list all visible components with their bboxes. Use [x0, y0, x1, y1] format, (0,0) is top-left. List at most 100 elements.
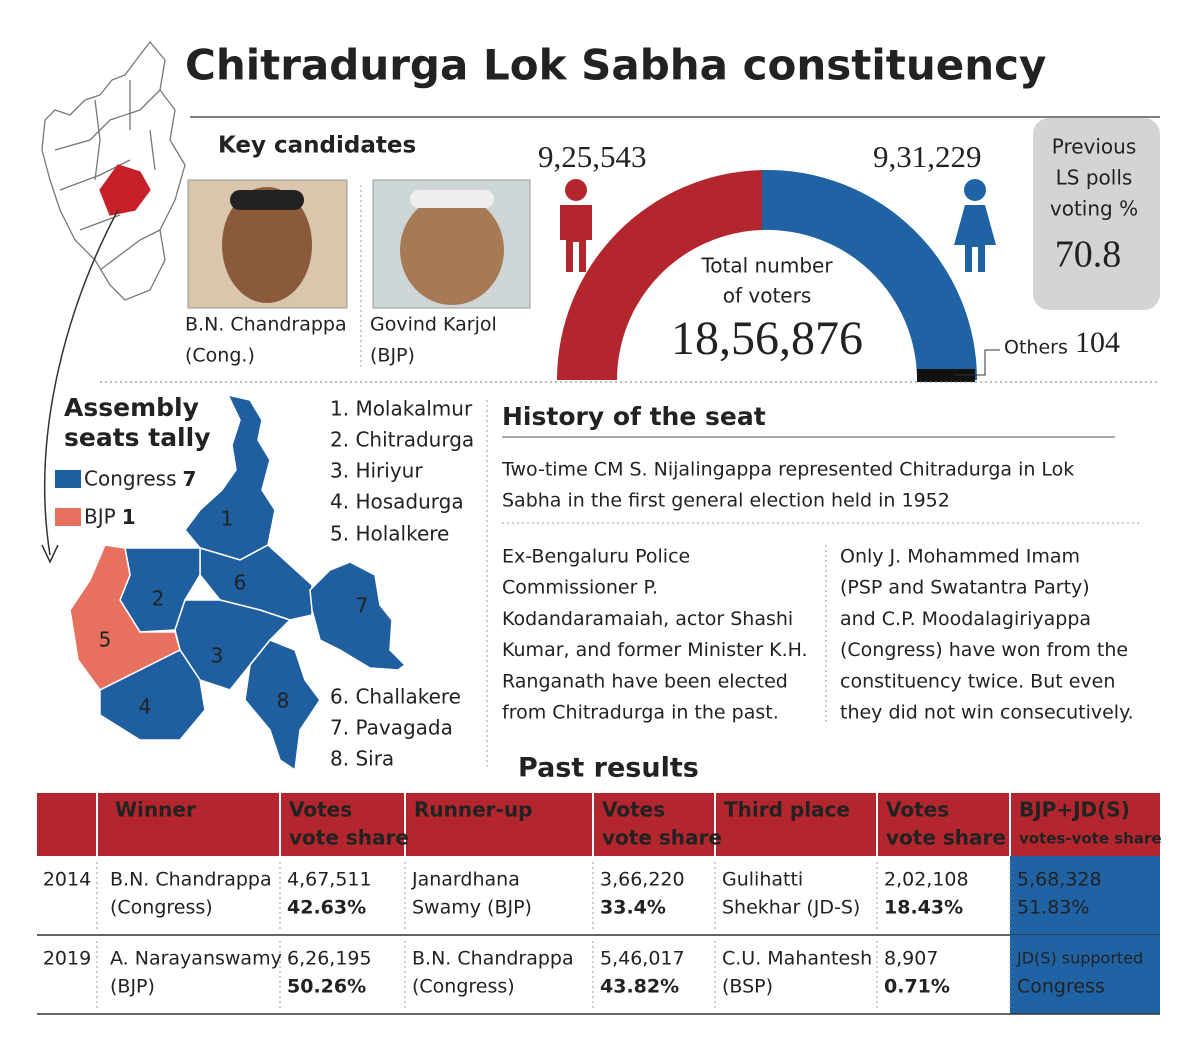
highlight-cell [1010, 856, 1160, 935]
paragraph-line: Only J. Mohammed Imam [840, 546, 1080, 568]
table-cell: Congress [1017, 976, 1105, 998]
section-title: Assembly [64, 393, 199, 422]
previous-caption: voting % [1050, 197, 1138, 221]
constituency: 2. Chitradurga [330, 428, 474, 452]
female-icon [954, 179, 996, 272]
table-cell: 18.43% [884, 897, 963, 919]
gauge-female [762, 169, 978, 380]
section-title: History of the seat [502, 402, 766, 431]
paragraph-line: Ex-Bengaluru Police [502, 546, 690, 568]
column-header: BJP+JD(S) [1019, 798, 1130, 822]
table-cell: B.N. Chandrappa [412, 948, 574, 970]
male-voters: 9,25,543 [538, 139, 647, 174]
constituency: 1. Molakalmur [330, 397, 473, 421]
previous-caption: LS polls [1056, 166, 1133, 190]
constituency: 5. Holalkere [330, 522, 449, 546]
section-title: Past results [518, 753, 699, 784]
table-cell: Janardhana [411, 869, 520, 891]
state-map [41, 40, 186, 301]
legend-count: 7 [183, 467, 197, 491]
highlight-cell [1010, 935, 1160, 1014]
paragraph-line: Kodandaramaiah, actor Shashi [502, 608, 793, 630]
column-header: Runner-up [414, 798, 532, 822]
table-cell: 51.83% [1017, 897, 1089, 919]
table-header [37, 793, 1160, 856]
leader-line [955, 349, 1000, 376]
total-voters: 18,56,876 [671, 312, 863, 365]
table-cell: JD(S) supported [1016, 949, 1143, 968]
table-cell: 42.63% [287, 897, 366, 919]
previous-box [1033, 118, 1160, 310]
paragraph-line: Two-time CM S. Nijalingappa represented … [501, 459, 1074, 481]
map-number: 1 [221, 507, 234, 531]
column-header: Winner [115, 798, 196, 822]
table-cell: 2,02,108 [884, 869, 969, 891]
column-header: vote share [602, 826, 722, 850]
table-cell: C.U. Mahantesh [722, 948, 872, 970]
gauge-others [917, 369, 975, 382]
section-title: seats tally [64, 423, 211, 452]
legend-count: 1 [122, 505, 136, 529]
constituency: 6. Challakere [330, 685, 461, 709]
paragraph-line: constituency twice. But even [840, 670, 1115, 692]
column-header: Third place [724, 798, 850, 822]
table-cell: 4,67,511 [287, 869, 372, 891]
paragraph-line: from Chitradurga in the past. [502, 702, 779, 724]
column-header: vote share [289, 826, 409, 850]
constituency: 8. Sira [330, 747, 394, 771]
previous-value: 70.8 [1055, 234, 1122, 276]
total-caption: Total number [700, 254, 833, 278]
map-number: 4 [139, 695, 152, 719]
legend-swatch [55, 470, 81, 488]
total-caption: of voters [723, 284, 812, 308]
table-cell: 6,26,195 [287, 948, 372, 970]
map-number: 6 [234, 571, 247, 595]
table-cell: 33.4% [600, 897, 666, 919]
candidate-photo [372, 179, 531, 309]
district-map [69, 393, 407, 772]
legend-label: BJP 1 [84, 505, 136, 529]
table-cell: B.N. Chandrappa [110, 869, 272, 891]
section-title: Key candidates [218, 133, 416, 159]
table-cell: 5,46,017 [600, 948, 685, 970]
male-icon [560, 179, 592, 272]
map-number: 3 [211, 644, 224, 668]
table-cell: 3,66,220 [600, 869, 685, 891]
year: 2019 [43, 948, 91, 970]
female-voters: 9,31,229 [873, 139, 982, 174]
gauge-male [557, 170, 762, 380]
year: 2014 [43, 869, 91, 891]
paragraph-line: they did not win consecutively. [840, 702, 1134, 724]
column-header: Votes [886, 798, 949, 822]
constituency: 4. Hosadurga [330, 490, 464, 514]
table-cell: A. Narayanswamy [110, 948, 282, 970]
table-cell: (Congress) [110, 897, 213, 919]
paragraph-line: Commissioner P. [502, 577, 658, 599]
table-cell: 0.71% [884, 976, 950, 998]
candidate-photo [187, 179, 348, 309]
table-cell: Swamy (BJP) [412, 897, 532, 919]
paragraph-line: Sabha in the first general election held… [502, 490, 950, 512]
column-header: Votes [602, 798, 665, 822]
column-header: Votes [289, 798, 352, 822]
table-cell: (Congress) [412, 976, 515, 998]
table-cell: 43.82% [600, 976, 679, 998]
paragraph-line: Kumar, and former Minister K.H. [502, 639, 808, 661]
column-header: votes-vote share [1019, 830, 1162, 848]
constituency: 3. Hiriyur [330, 459, 423, 483]
others-label: Others [1004, 337, 1068, 359]
column-header: vote share [886, 826, 1006, 850]
table-cell: (BSP) [722, 976, 773, 998]
table-cell: (BJP) [110, 976, 155, 998]
candidate-name: Govind Karjol [370, 314, 497, 336]
paragraph-line: Ranganath have been elected [502, 670, 788, 692]
others-value: 104 [1075, 326, 1120, 359]
table-cell: 5,68,328 [1017, 869, 1102, 891]
candidate-name: B.N. Chandrappa [185, 314, 347, 336]
map-number: 8 [277, 689, 290, 713]
map-number: 5 [99, 628, 112, 652]
paragraph-line: (Congress) have won from the [840, 639, 1128, 661]
title: Chitradurga Lok Sabha constituency [185, 41, 1046, 90]
table-cell: Gulihatti [722, 869, 803, 891]
constituency: 7. Pavagada [330, 716, 453, 740]
